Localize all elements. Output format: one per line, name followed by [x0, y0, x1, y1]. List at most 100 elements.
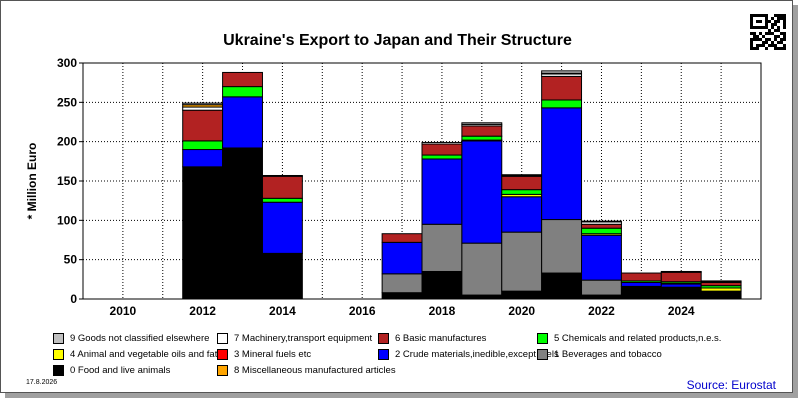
- chart-title: Ukraine's Export to Japan and Their Stru…: [223, 32, 572, 49]
- x-tick-label: 2020: [508, 304, 535, 318]
- legend-item: 9 Goods not classified elsewhere: [53, 333, 209, 344]
- legend-label: 6 Basic manufactures: [395, 333, 487, 344]
- y-tick-label: 150: [57, 174, 77, 188]
- bar-segment: [581, 294, 622, 300]
- x-tick-label: 2014: [269, 304, 296, 318]
- x-tick-label: 2018: [429, 304, 456, 318]
- bar-segment: [461, 294, 503, 300]
- bar-segment: [541, 75, 583, 101]
- x-tick-label: 2010: [110, 304, 137, 318]
- legend-label: 3 Mineral fuels etc: [234, 349, 312, 360]
- bar-segment: [541, 107, 583, 221]
- bar-segment: [501, 231, 543, 292]
- legend-item: 3 Mineral fuels etc: [217, 349, 311, 360]
- legend-label: 5 Chemicals and related products,n.e.s.: [554, 333, 722, 344]
- legend-label: 1 Beverages and tobacco: [554, 349, 662, 360]
- bar-segment: [222, 96, 263, 149]
- bar-segment: [421, 270, 463, 300]
- bar-segment: [461, 140, 503, 244]
- bar-segment: [700, 290, 742, 300]
- legend-label: 4 Animal and vegetable oils and fats: [70, 349, 223, 360]
- bar-segment: [381, 273, 423, 294]
- y-tick-label: 250: [57, 95, 77, 109]
- bar-segment: [581, 234, 622, 281]
- bar-segment: [620, 285, 662, 300]
- bar-segment: [461, 135, 503, 141]
- bar-segment: [421, 154, 463, 160]
- bar-segment: [581, 227, 622, 235]
- plot-area: 0 50 100 150 200 250 300 2010 2012 2014 2016 2018 20…: [57, 56, 762, 318]
- bar-segment: [461, 125, 503, 137]
- bar-segment: [541, 70, 583, 74]
- bar-segment: [541, 219, 583, 274]
- bar-segment: [581, 220, 622, 223]
- bar-segment: [501, 174, 543, 176]
- bar-segment: [261, 175, 303, 199]
- legend-label: 9 Goods not classified elsewhere: [70, 333, 210, 344]
- legend-label: 7 Machinery,transport equipment: [234, 333, 373, 344]
- bar-segment: [261, 201, 303, 254]
- bar-segment: [182, 102, 224, 106]
- bar-segment: [461, 122, 503, 125]
- x-tick-label: 2016: [349, 304, 376, 318]
- legend-item: 6 Basic manufactures: [378, 333, 486, 344]
- bar-segment: [660, 270, 702, 273]
- legend-item: 0 Food and live animals: [53, 365, 170, 376]
- y-tick-label: 0: [70, 292, 77, 306]
- legend-item: 5 Chemicals and related products,n.e.s.: [537, 333, 721, 344]
- bar-segment: [501, 175, 543, 191]
- bar-segment: [620, 281, 662, 287]
- bar-segment: [381, 292, 423, 300]
- bar-segment: [222, 86, 263, 98]
- bar-segment: [461, 242, 503, 296]
- bar-segment: [501, 189, 543, 195]
- bar-segment: [421, 141, 463, 145]
- legend-item: 8 Miscellaneous manufactured articles: [217, 365, 396, 376]
- bar-segment: [421, 223, 463, 272]
- bar-segment: [222, 71, 263, 88]
- bar-segment: [261, 252, 303, 300]
- bar-segment: [541, 272, 583, 300]
- legend-swatch: [537, 349, 548, 360]
- legend-swatch: [378, 349, 389, 360]
- legend-item: 7 Machinery,transport equipment: [217, 333, 372, 344]
- legend-label: 0 Food and live animals: [70, 365, 171, 376]
- qr-code-icon: [750, 14, 786, 50]
- bar-segment: [381, 233, 423, 243]
- bar-segment: [182, 149, 224, 168]
- legend-swatch: [53, 349, 64, 360]
- bar-segment: [261, 197, 303, 203]
- bar-segment: [381, 241, 423, 275]
- bar-segment: [421, 158, 463, 225]
- bar-segment: [501, 290, 543, 300]
- legend-swatch: [217, 365, 228, 376]
- bar-segment: [581, 223, 622, 229]
- bar-segment: [501, 196, 543, 233]
- legend-item: 2 Crude materials,inedible,except fuels: [378, 349, 559, 360]
- y-tick-label: 50: [64, 253, 78, 267]
- legend-item: 1 Beverages and tobacco: [537, 349, 662, 360]
- bar-segment: [620, 272, 662, 282]
- bar-segment: [700, 280, 742, 283]
- source-label: Source: Eurostat: [686, 378, 776, 392]
- y-tick-label: 300: [57, 56, 77, 70]
- chart-frame: Ukraine's Export to Japan and Their Stru…: [0, 0, 793, 393]
- date-stamp: 17.8.2026: [26, 379, 58, 386]
- legend: 9 Goods not classified elsewhere 7 Machin…: [53, 333, 773, 381]
- bar-segment: [182, 166, 224, 300]
- bar-segment: [541, 99, 583, 109]
- legend-label: 2 Crude materials,inedible,except fuels: [395, 349, 559, 360]
- bar-segment: [222, 147, 263, 300]
- x-tick-label: 2022: [588, 304, 615, 318]
- bar-segment: [581, 279, 622, 296]
- legend-swatch: [537, 333, 548, 344]
- bar-segment: [261, 174, 303, 177]
- bar-segment: [182, 109, 224, 142]
- bar-segment: [660, 286, 702, 300]
- legend-swatch: [53, 365, 64, 376]
- y-tick-label: 100: [57, 213, 77, 227]
- bar-segment: [421, 143, 463, 156]
- legend-item: 4 Animal and vegetable oils and fats: [53, 349, 222, 360]
- y-tick-label: 200: [57, 135, 77, 149]
- legend-label: 8 Miscellaneous manufactured articles: [234, 365, 396, 376]
